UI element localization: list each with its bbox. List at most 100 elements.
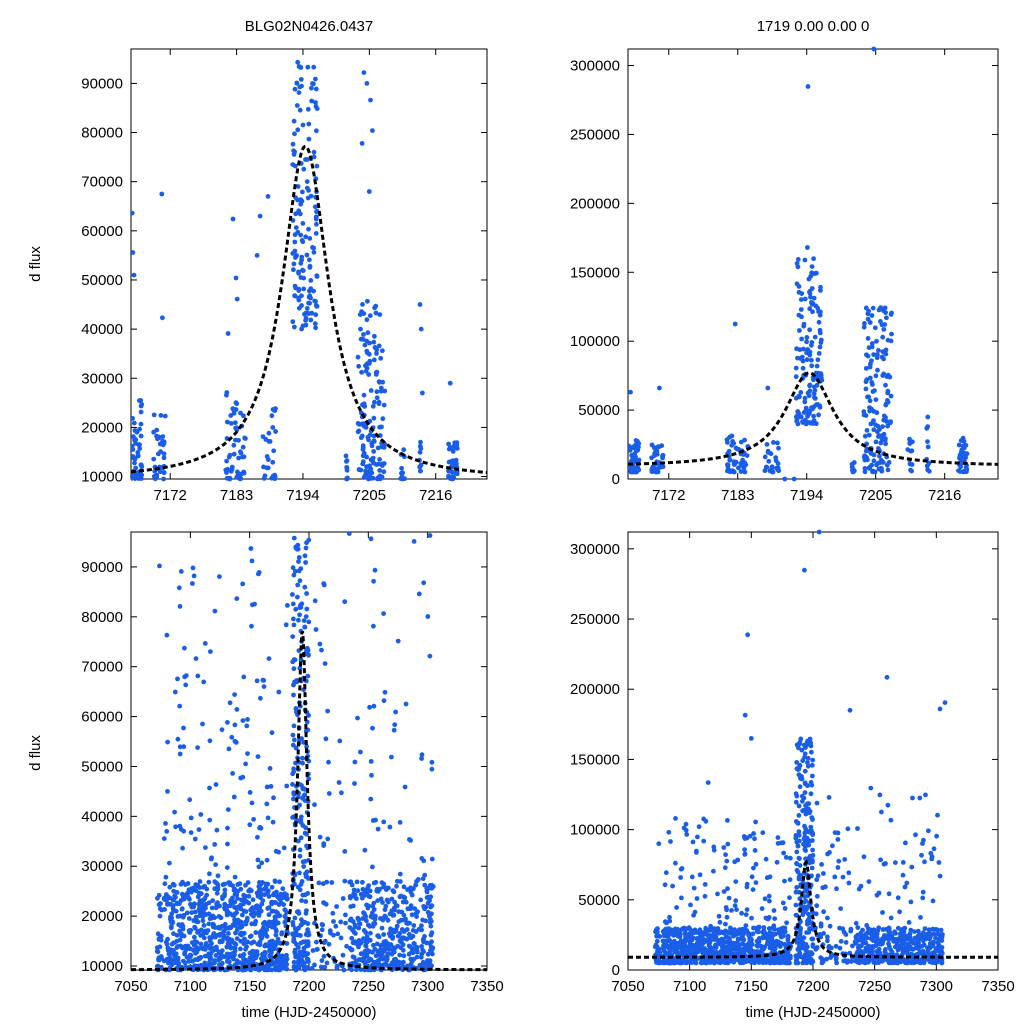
data-point <box>682 931 688 936</box>
data-point <box>260 434 266 439</box>
data-point <box>171 882 177 888</box>
data-point <box>756 924 762 930</box>
data-point <box>708 923 713 929</box>
data-point <box>660 453 665 459</box>
data-point <box>793 835 799 841</box>
data-point <box>357 422 362 427</box>
data-point <box>195 673 201 679</box>
data-point <box>330 910 336 916</box>
data-point <box>381 402 387 408</box>
data-point <box>228 940 234 945</box>
data-point <box>376 961 381 967</box>
data-point <box>744 907 750 912</box>
data-point <box>869 944 875 950</box>
data-point <box>158 413 164 418</box>
data-point <box>927 934 933 940</box>
y-tick-label: 30000 <box>81 858 123 875</box>
data-point <box>367 313 373 319</box>
data-point <box>381 932 387 937</box>
data-point <box>892 929 897 935</box>
data-point <box>380 900 385 905</box>
y-tick-label: 10000 <box>81 469 123 486</box>
data-point <box>290 141 296 147</box>
data-point <box>186 916 192 921</box>
data-point <box>319 647 324 653</box>
data-point <box>909 939 914 944</box>
data-point <box>781 933 786 939</box>
model-curve <box>131 630 487 972</box>
data-point <box>174 932 180 938</box>
data-point <box>787 895 792 901</box>
data-point <box>775 461 781 466</box>
data-point <box>231 956 236 962</box>
data-point <box>232 919 238 925</box>
data-point <box>370 864 375 870</box>
data-point <box>165 739 171 745</box>
data-point <box>807 306 813 312</box>
x-tick-label: 7100 <box>174 978 207 995</box>
data-point <box>231 442 237 448</box>
data-point <box>873 439 879 445</box>
data-point <box>662 882 668 888</box>
data-point <box>154 945 160 951</box>
data-point <box>364 454 369 460</box>
data-point <box>342 849 348 854</box>
data-point <box>243 893 249 899</box>
data-point <box>920 957 926 963</box>
data-point <box>297 847 303 853</box>
data-point <box>412 941 417 947</box>
data-point <box>781 850 786 856</box>
data-point <box>247 790 253 795</box>
data-point <box>181 828 187 834</box>
data-point <box>811 391 817 397</box>
data-point <box>373 953 379 959</box>
data-point <box>856 945 861 951</box>
data-point <box>193 950 199 956</box>
data-point <box>300 859 306 865</box>
data-point <box>157 469 163 475</box>
data-point-outlier <box>182 645 187 651</box>
data-point <box>871 352 876 357</box>
data-point <box>840 874 846 880</box>
data-point <box>869 406 874 412</box>
data-point <box>284 892 289 898</box>
data-point <box>262 887 268 892</box>
data-point <box>723 852 728 858</box>
data-point <box>200 918 206 924</box>
data-point <box>356 938 362 943</box>
data-point <box>813 911 819 917</box>
y-tick-label: 70000 <box>81 174 123 191</box>
data-point <box>135 453 141 459</box>
data-point <box>270 819 276 825</box>
x-tick-label: 7150 <box>233 978 266 995</box>
data-point <box>306 619 312 625</box>
data-point <box>851 467 856 472</box>
data-point <box>880 927 886 932</box>
data-point <box>762 454 768 460</box>
data-point <box>774 940 780 945</box>
data-point <box>888 419 893 424</box>
data-point <box>862 469 868 475</box>
data-point <box>259 901 265 907</box>
data-point <box>744 453 750 458</box>
data-point <box>414 949 420 955</box>
data-point <box>414 914 419 919</box>
data-point <box>243 436 248 441</box>
data-point <box>869 358 874 364</box>
data-point <box>305 951 311 957</box>
data-point <box>372 921 378 926</box>
data-point <box>302 798 308 803</box>
data-point <box>763 856 769 862</box>
data-point <box>882 305 888 311</box>
data-point <box>296 208 302 214</box>
data-point <box>188 830 194 835</box>
data-point <box>292 239 298 245</box>
data-point <box>649 455 654 461</box>
data-point <box>312 598 318 604</box>
data-point <box>934 833 939 839</box>
data-point <box>749 874 755 880</box>
data-point <box>811 295 817 301</box>
data-point <box>397 820 403 825</box>
data-point <box>372 399 377 405</box>
